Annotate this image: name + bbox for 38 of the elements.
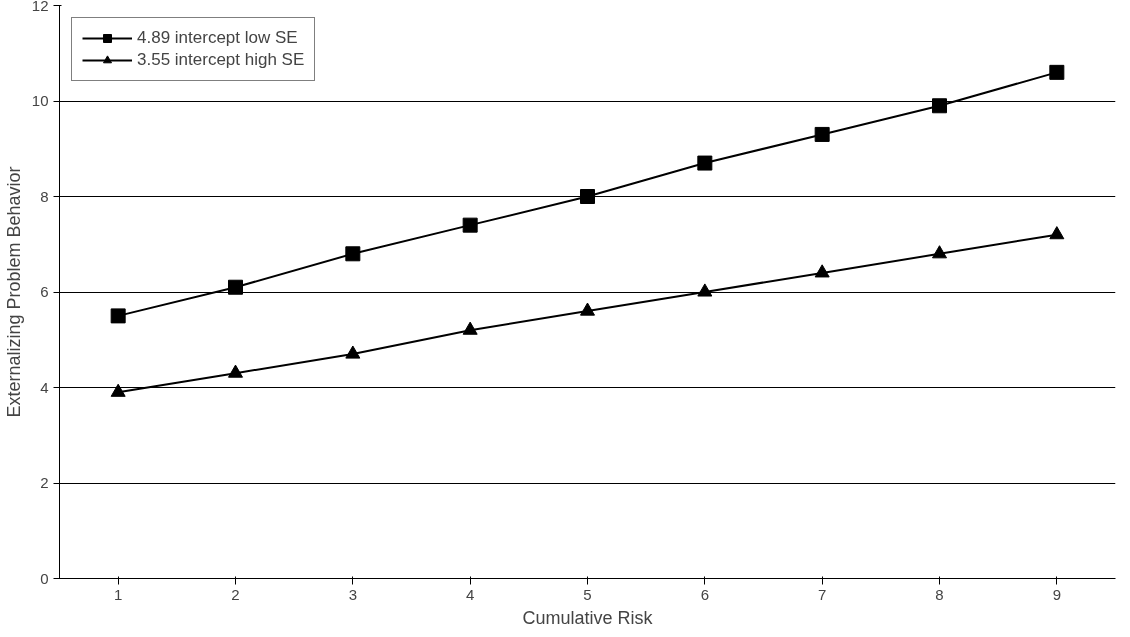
y-tick-label: 6 <box>40 283 49 300</box>
y-axis-title: Externalizing Problem Behavior <box>3 166 24 418</box>
point <box>932 98 947 114</box>
legend-label: 3.55 intercept high SE <box>137 50 305 70</box>
point <box>697 283 713 297</box>
point <box>345 345 361 359</box>
y-tick-label: 0 <box>40 569 49 587</box>
x-tick-label: 7 <box>818 585 827 603</box>
point <box>1049 226 1065 240</box>
point <box>814 264 830 278</box>
point <box>697 155 713 171</box>
x-tick-label: 3 <box>348 585 358 603</box>
point <box>228 279 243 295</box>
point <box>580 302 595 316</box>
x-tick-label: 6 <box>700 585 710 603</box>
point <box>110 383 126 397</box>
point <box>228 364 243 378</box>
point <box>462 217 478 233</box>
y-tick-label: 4 <box>40 378 49 396</box>
x-tick-label: 2 <box>231 585 240 603</box>
x-axis-title: Cumulative Risk <box>522 607 654 628</box>
legend-label: 4.89 intercept low SE <box>137 28 298 48</box>
x-tick-label: 5 <box>583 585 592 603</box>
point <box>1049 64 1065 80</box>
x-tick-label: 9 <box>1052 585 1062 603</box>
point <box>932 245 947 259</box>
point <box>580 189 595 204</box>
x-tick-label: 1 <box>114 585 123 603</box>
y-tick-label: 12 <box>31 0 49 14</box>
point <box>345 246 361 262</box>
point <box>462 321 478 335</box>
y-tick-label: 8 <box>40 187 49 205</box>
x-tick-label: 4 <box>466 585 475 603</box>
point <box>110 308 126 324</box>
point <box>814 126 830 142</box>
x-tick-label: 8 <box>935 585 944 603</box>
y-tick-label: 2 <box>40 474 49 491</box>
y-tick-label: 10 <box>31 92 49 109</box>
